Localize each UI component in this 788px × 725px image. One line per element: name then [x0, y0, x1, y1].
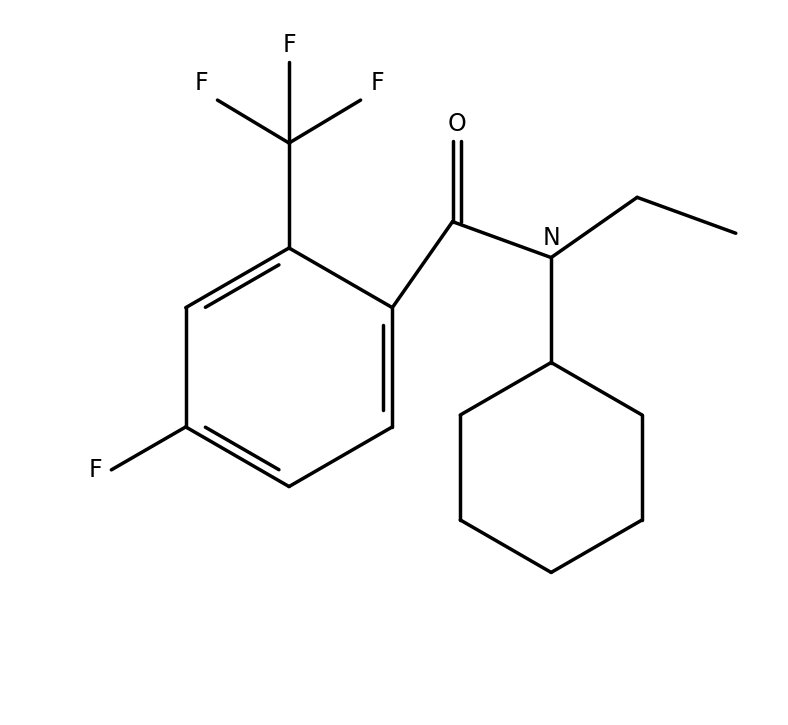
Text: N: N — [542, 226, 560, 250]
Text: F: F — [370, 71, 384, 95]
Text: F: F — [282, 33, 296, 57]
Text: F: F — [88, 458, 102, 482]
Text: F: F — [195, 71, 208, 95]
Text: O: O — [448, 112, 466, 136]
